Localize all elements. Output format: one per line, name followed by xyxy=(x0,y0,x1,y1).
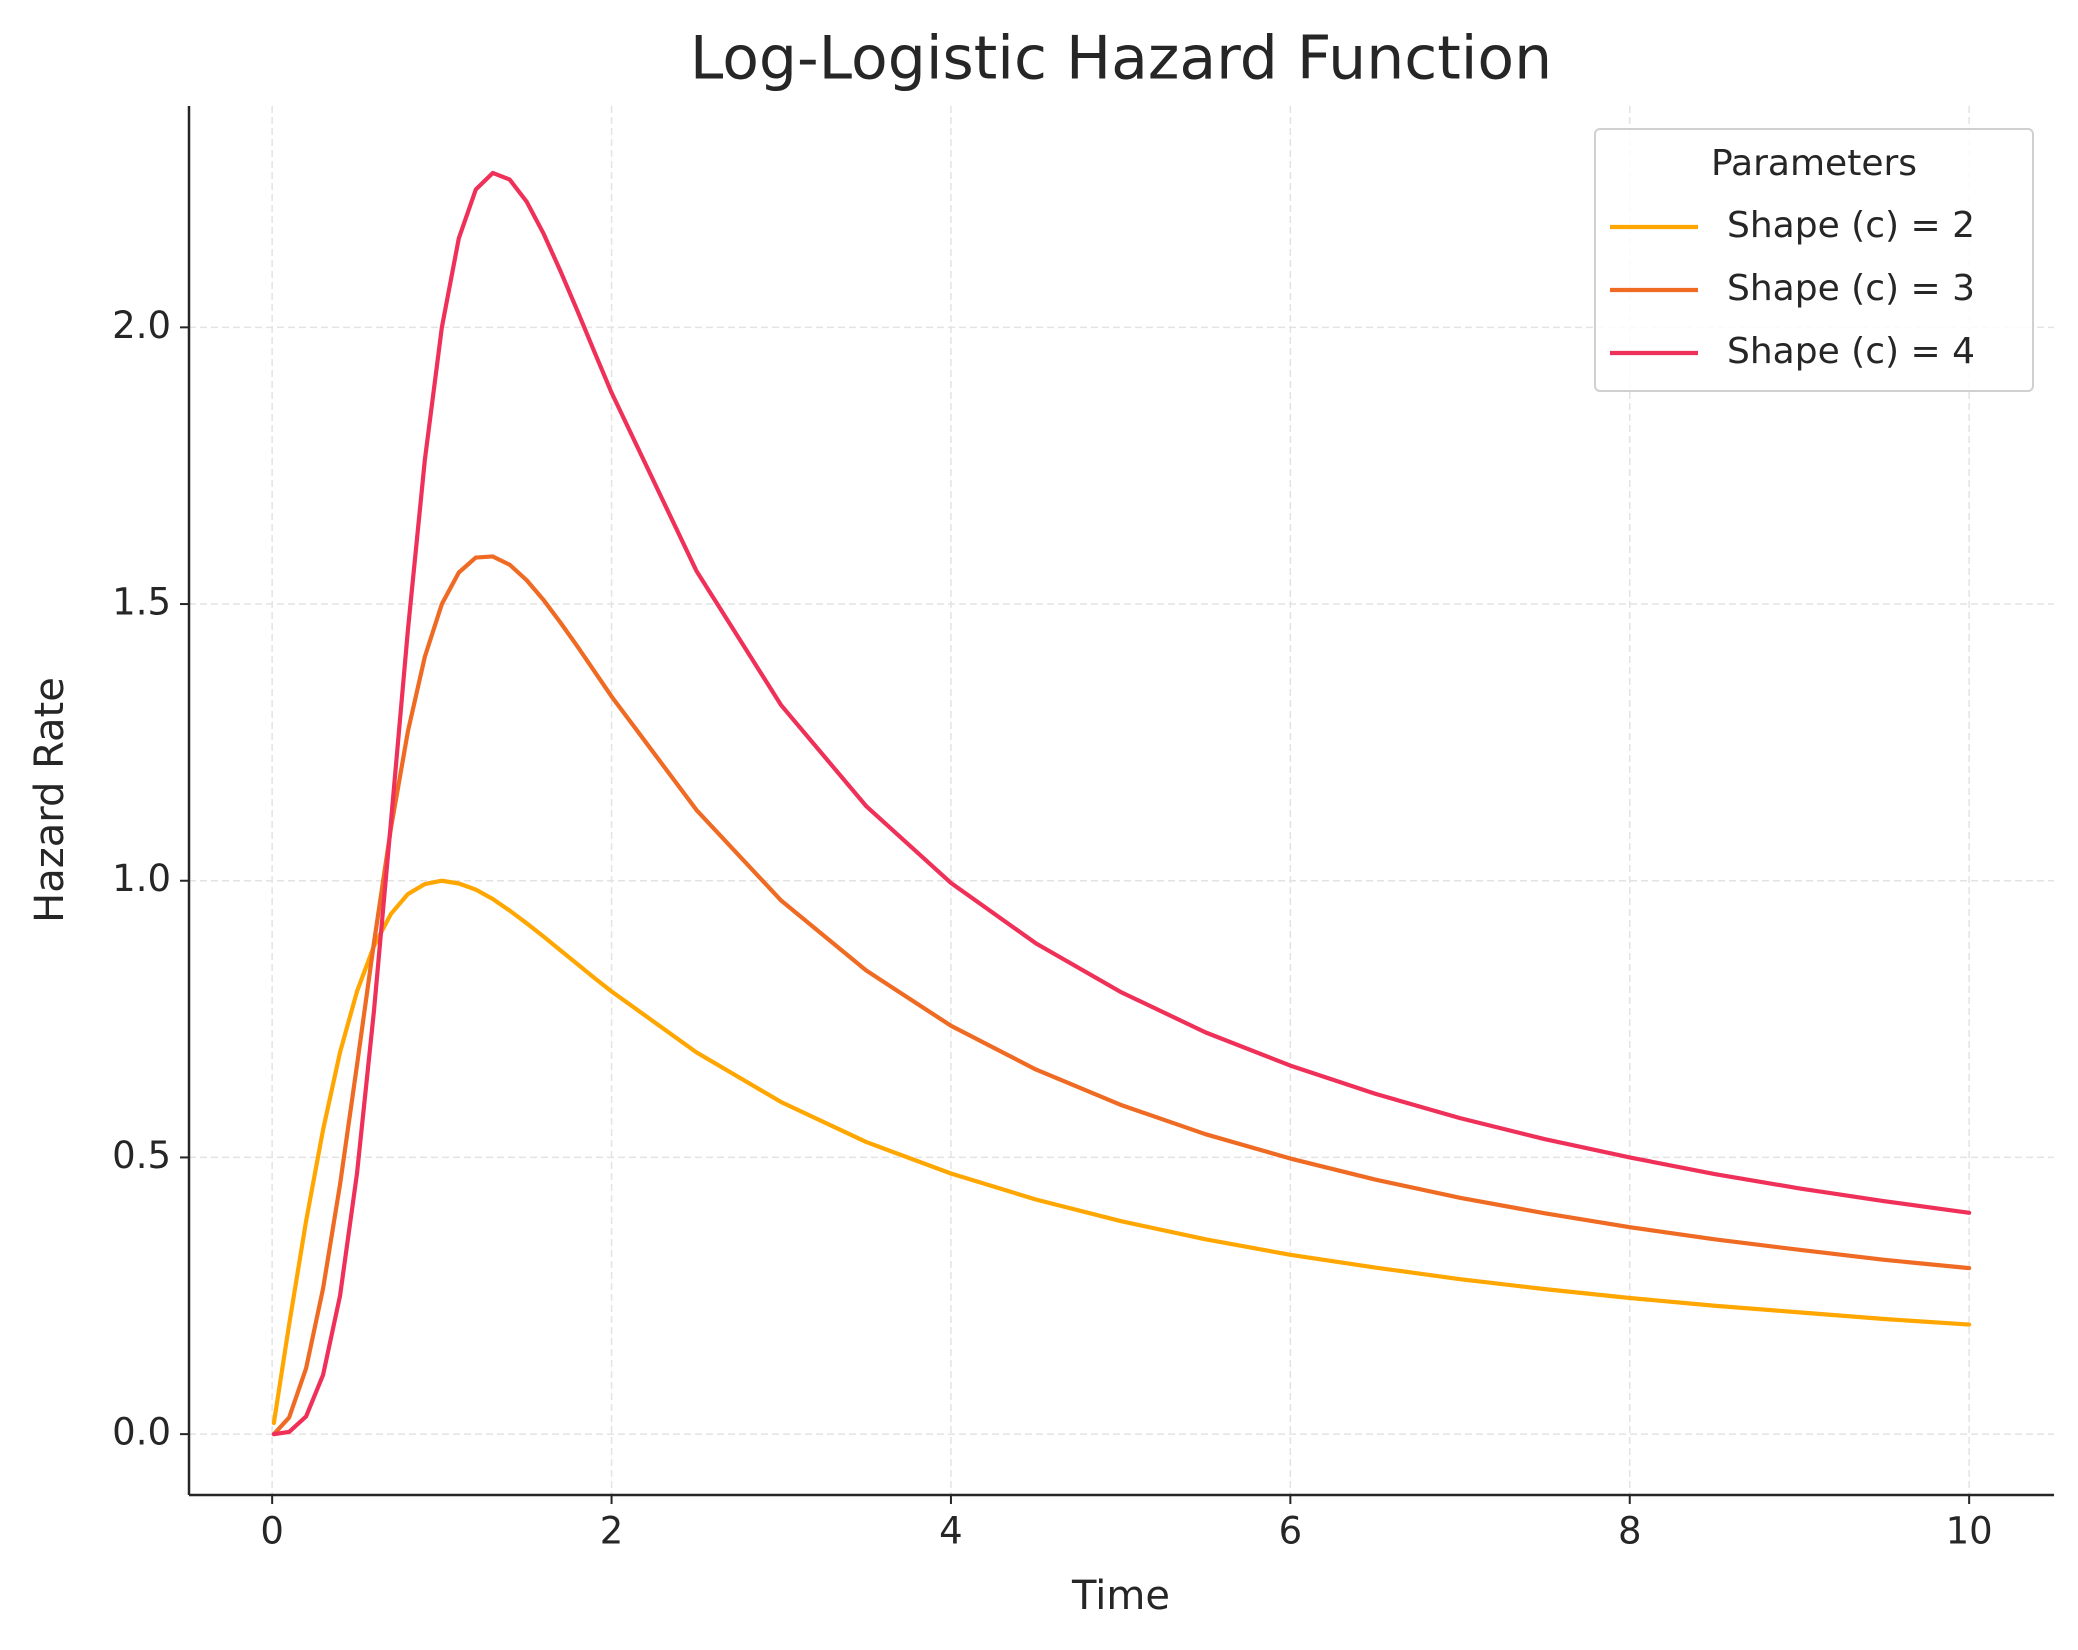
series-line xyxy=(271,554,1972,1437)
x-tick-label: 10 xyxy=(1946,1510,1993,1553)
legend-label: Shape (c) = 2 xyxy=(1727,205,1975,246)
legend-label: Shape (c) = 4 xyxy=(1727,331,1975,372)
chart-title: Log-Logistic Hazard Function xyxy=(690,24,1552,94)
x-tick-label: 2 xyxy=(600,1510,624,1553)
x-tick-label: 4 xyxy=(939,1510,963,1553)
series-line xyxy=(271,170,1972,1437)
y-tick-label: 1.0 xyxy=(112,857,171,900)
legend-label: Shape (c) = 3 xyxy=(1727,268,1975,309)
legend: Parameters Shape (c) = 2 Shape (c) = 3 Shap… xyxy=(1594,128,2034,392)
x-tick-label: 0 xyxy=(260,1510,284,1553)
x-axis-label: Time xyxy=(1071,1573,1170,1619)
y-tick-label: 1.5 xyxy=(112,581,171,624)
y-tick-label: 0.5 xyxy=(112,1134,171,1177)
y-tick-label: 2.0 xyxy=(112,304,171,347)
y-tick-label: 0.0 xyxy=(112,1411,171,1454)
x-tick-label: 6 xyxy=(1279,1510,1303,1553)
x-tick-label: 8 xyxy=(1618,1510,1642,1553)
y-axis-label: Hazard Rate xyxy=(27,677,73,923)
legend-title: Parameters xyxy=(1711,143,1917,184)
legend-box xyxy=(1594,128,2034,392)
